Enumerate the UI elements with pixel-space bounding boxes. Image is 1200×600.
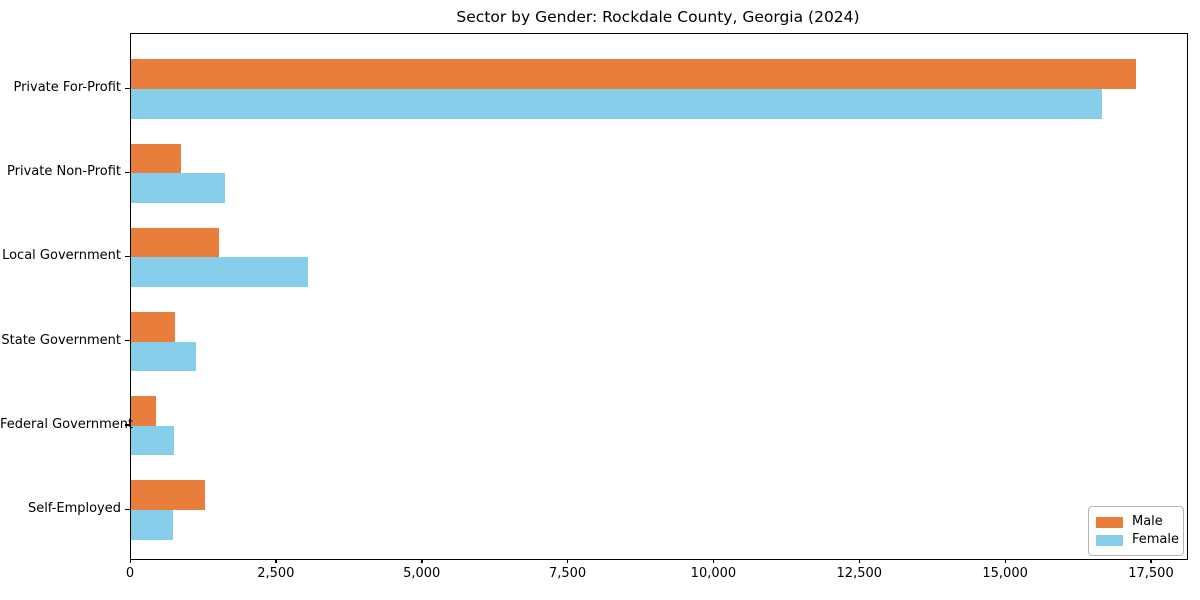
xtick-mark-0 bbox=[129, 559, 131, 563]
ytick-mark-private-non-profit bbox=[125, 171, 130, 173]
plot-area bbox=[130, 33, 1188, 560]
ytick-label-private-for-profit: Private For-Profit bbox=[13, 80, 121, 95]
bar-female-state-government bbox=[131, 341, 196, 372]
xtick-mark-2-500 bbox=[275, 559, 277, 563]
xtick-mark-5-000 bbox=[421, 559, 423, 563]
ytick-label-federal-government: Federal Government bbox=[0, 416, 134, 432]
bar-female-private-for-profit bbox=[131, 89, 1102, 119]
ytick-label-state-government: State Government bbox=[1, 332, 121, 348]
bar-female-federal-government bbox=[131, 425, 174, 456]
bar-female-self-employed bbox=[131, 510, 173, 540]
xtick-mark-7-500 bbox=[567, 559, 569, 563]
xtick-mark-10-000 bbox=[712, 559, 715, 563]
bar-male-private-non-profit bbox=[131, 143, 181, 174]
bar-female-private-non-profit bbox=[131, 173, 225, 203]
xtick-label-12-500: 12,500 bbox=[836, 566, 883, 581]
ytick-mark-state-government bbox=[125, 340, 130, 342]
xtick-mark-17-500 bbox=[1150, 559, 1152, 563]
ytick-label-private-non-profit: Private Non-Profit bbox=[7, 164, 121, 180]
ytick-mark-federal-government bbox=[125, 424, 130, 426]
bar-male-local-government bbox=[131, 227, 219, 258]
bar-male-self-employed bbox=[131, 480, 205, 510]
bar-female-local-government bbox=[131, 257, 308, 287]
ytick-mark-local-government bbox=[125, 255, 130, 258]
bar-male-state-government bbox=[131, 312, 175, 342]
ytick-label-self-employed: Self-Employed bbox=[27, 501, 121, 516]
legend: Male Female bbox=[1088, 506, 1184, 556]
female-legend-swatch bbox=[1096, 534, 1123, 546]
male-legend-swatch bbox=[1096, 516, 1123, 528]
xtick-mark-12-500 bbox=[858, 559, 861, 563]
bar-male-federal-government bbox=[131, 396, 156, 426]
xtick-label-15-000: 15,000 bbox=[982, 566, 1028, 581]
ytick-mark-private-for-profit bbox=[125, 87, 130, 89]
xtick-label-17-500: 17,500 bbox=[1128, 566, 1174, 581]
ytick-label-local-government: Local Government bbox=[2, 248, 121, 264]
xtick-label-7-500: 7,500 bbox=[548, 566, 587, 581]
legend-entry-female: Female bbox=[1096, 532, 1179, 548]
xtick-label-0: 0 bbox=[125, 566, 135, 581]
ytick-mark-self-employed bbox=[125, 508, 130, 510]
xtick-label-2-500: 2,500 bbox=[257, 566, 295, 581]
xtick-label-5-000: 5,000 bbox=[403, 566, 441, 581]
legend-label-female: Female bbox=[1132, 532, 1180, 547]
xtick-label-10-000: 10,000 bbox=[690, 566, 737, 581]
chart-title: Sector by Gender: Rockdale County, Georg… bbox=[456, 8, 860, 26]
bar-male-private-for-profit bbox=[131, 59, 1136, 89]
xtick-mark-15-000 bbox=[1004, 559, 1006, 563]
legend-entry-male: Male bbox=[1096, 514, 1175, 530]
legend-label-male: Male bbox=[1132, 514, 1163, 529]
